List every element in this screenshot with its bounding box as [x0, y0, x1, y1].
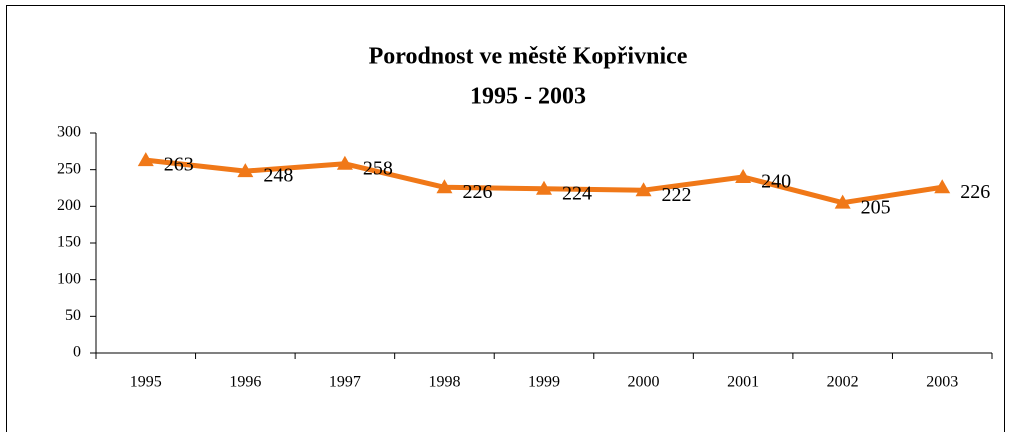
x-tick-label: 2002	[827, 374, 859, 391]
x-tick-label: 1996	[229, 374, 261, 391]
x-tick-label: 1999	[528, 374, 560, 391]
data-label: 224	[562, 182, 592, 204]
x-tick-label: 1997	[329, 374, 361, 391]
marker	[336, 155, 353, 170]
data-label: 258	[363, 157, 393, 179]
chart-border	[6, 5, 1005, 432]
marker	[237, 163, 254, 178]
chart-title: 1995 - 2003	[470, 84, 586, 110]
data-label: 205	[861, 196, 891, 218]
marker	[934, 179, 951, 194]
x-tick-label: 2001	[727, 374, 759, 391]
x-tick-label: 2000	[628, 374, 660, 391]
y-tick-label: 150	[57, 234, 81, 251]
marker	[735, 169, 752, 183]
y-tick-label: 200	[57, 197, 81, 214]
y-tick-label: 0	[73, 344, 81, 361]
data-label: 222	[662, 184, 692, 206]
y-tick-label: 300	[57, 124, 81, 141]
marker	[834, 194, 851, 209]
marker	[436, 179, 453, 194]
data-label: 226	[960, 181, 990, 203]
data-label: 226	[462, 181, 492, 203]
x-tick-label: 2003	[926, 374, 958, 391]
x-tick-label: 1998	[428, 374, 460, 391]
y-tick-label: 50	[65, 307, 81, 324]
x-tick-label: 1995	[130, 374, 162, 391]
marker	[635, 182, 652, 197]
y-tick-label: 250	[57, 160, 81, 177]
data-label: 240	[761, 171, 791, 193]
marker	[536, 180, 552, 195]
y-tick-label: 100	[57, 270, 81, 287]
data-label: 248	[263, 165, 293, 187]
data-label: 263	[164, 154, 194, 176]
marker	[137, 152, 154, 167]
chart-title: Porodnost ve městě Kopřivnice	[369, 44, 688, 70]
